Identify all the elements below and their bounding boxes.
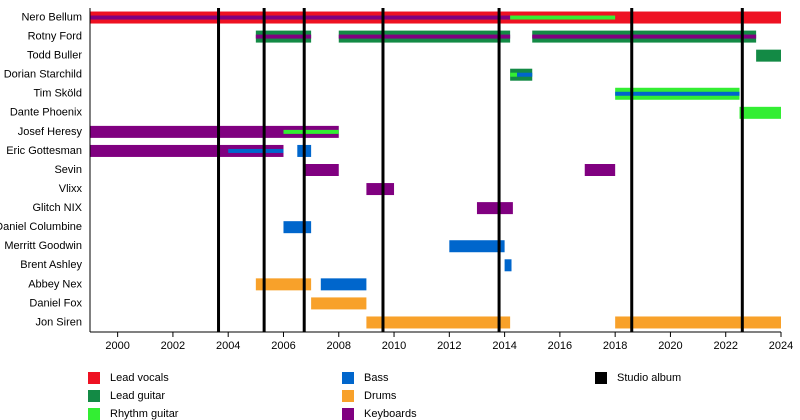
member-label: Todd Buller bbox=[27, 50, 82, 62]
member-label: Merritt Goodwin bbox=[4, 240, 82, 252]
legend-label: Keyboards bbox=[364, 408, 417, 420]
x-tick-label: 2012 bbox=[437, 340, 461, 352]
x-tick-label: 2022 bbox=[713, 340, 737, 352]
member-label: Eric Gottesman bbox=[6, 145, 82, 157]
role-bar bbox=[304, 164, 339, 176]
x-tick-label: 2004 bbox=[216, 340, 240, 352]
role-bar bbox=[739, 106, 781, 119]
member-label: Dorian Starchild bbox=[4, 69, 82, 81]
role-bar bbox=[510, 72, 518, 77]
role-bar bbox=[90, 144, 284, 157]
x-tick-label: 2024 bbox=[769, 340, 793, 352]
member-label: Vlixx bbox=[59, 183, 83, 195]
role-bar bbox=[615, 316, 781, 329]
member-label: Josef Heresy bbox=[18, 126, 83, 138]
legend-swatch bbox=[342, 408, 354, 420]
x-tick-label: 2006 bbox=[271, 340, 295, 352]
member-label: Glitch NIX bbox=[32, 202, 82, 214]
x-tick-label: 2016 bbox=[548, 340, 572, 352]
x-tick-label: 2002 bbox=[161, 340, 185, 352]
x-tick-label: 2018 bbox=[603, 340, 627, 352]
legend-label: Rhythm guitar bbox=[110, 408, 179, 420]
role-bar bbox=[504, 259, 512, 272]
role-bar bbox=[449, 240, 505, 253]
role-bar bbox=[283, 129, 339, 134]
role-bar bbox=[338, 34, 511, 39]
role-bar bbox=[615, 91, 740, 96]
legend-swatch bbox=[342, 390, 354, 402]
role-bar bbox=[90, 125, 339, 138]
member-label: Daniel Columbine bbox=[0, 221, 82, 233]
x-tick-label: 2000 bbox=[105, 340, 129, 352]
legend-swatch bbox=[342, 372, 354, 384]
x-tick-label: 2010 bbox=[382, 340, 406, 352]
legend-label: Drums bbox=[364, 390, 397, 402]
legend-swatch bbox=[595, 372, 607, 384]
role-bar bbox=[366, 316, 511, 329]
role-bar bbox=[584, 164, 616, 176]
role-bar bbox=[320, 278, 367, 291]
x-tick-label: 2014 bbox=[492, 340, 516, 352]
legend-swatch bbox=[88, 408, 100, 420]
member-label: Rotny Ford bbox=[28, 30, 82, 42]
member-label: Daniel Fox bbox=[29, 297, 82, 309]
role-bar bbox=[366, 183, 395, 196]
member-label: Sevin bbox=[54, 164, 82, 176]
role-bar bbox=[255, 34, 312, 39]
role-bar bbox=[311, 297, 367, 310]
role-bar bbox=[476, 202, 513, 215]
member-label: Abbey Nex bbox=[28, 278, 82, 290]
member-label: Nero Bellum bbox=[21, 11, 82, 23]
member-label: Tim Sköld bbox=[34, 88, 83, 100]
role-bar bbox=[228, 148, 284, 153]
legend-label: Lead guitar bbox=[110, 390, 165, 402]
role-bar bbox=[532, 34, 757, 39]
legend-label: Lead vocals bbox=[110, 372, 169, 384]
role-bar bbox=[255, 278, 312, 291]
member-label: Jon Siren bbox=[36, 316, 82, 328]
member-label: Dante Phoenix bbox=[10, 107, 83, 119]
legend-label: Bass bbox=[364, 372, 389, 384]
role-bar bbox=[517, 72, 533, 77]
legend-swatch bbox=[88, 372, 100, 384]
role-bar bbox=[90, 15, 511, 20]
member-label: Brent Ashley bbox=[20, 259, 82, 271]
x-tick-label: 2020 bbox=[658, 340, 682, 352]
role-bar bbox=[756, 49, 781, 62]
x-tick-label: 2008 bbox=[327, 340, 351, 352]
role-bar bbox=[283, 221, 312, 234]
legend-label: Studio album bbox=[617, 372, 681, 384]
legend-swatch bbox=[88, 390, 100, 402]
